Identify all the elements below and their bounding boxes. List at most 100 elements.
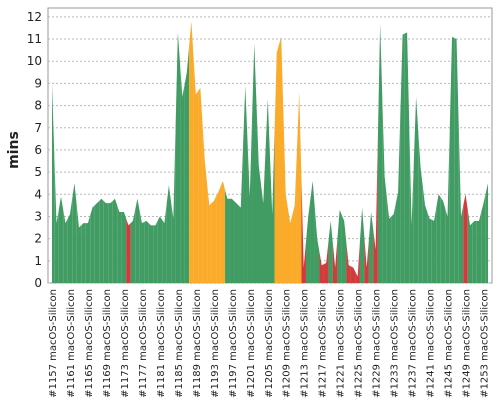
area-segment [52,83,55,283]
area-segment [207,183,212,283]
area-segment [458,127,464,284]
area-segment [72,183,77,283]
x-tick-label: #1165 macOS-Silicon [84,289,95,398]
area-segment [409,128,414,283]
x-tick-label: #1245 macOS-Silicon [444,289,455,398]
area-segment [252,43,257,283]
area-segment [296,92,302,283]
area-segment [130,209,136,283]
y-tick-label: 8 [34,99,42,113]
area-segment [346,243,351,283]
x-tick-label: #1205 macOS-Silicon [264,289,275,398]
area-segment [314,209,320,283]
x-tick-label: #1189 macOS-Silicon [192,289,203,398]
area-segment [180,64,185,283]
area-segment [175,32,181,284]
area-segment [225,189,230,283]
area-segment [386,197,392,283]
y-tick-label: 2 [34,232,42,246]
y-tick-label: 11 [27,32,42,46]
area-segment [440,197,446,283]
area-segment [449,36,455,284]
area-segment [220,180,226,283]
x-tick-label: #1169 macOS-Silicon [102,289,113,398]
y-tick-label: 1 [34,254,42,268]
area-segment [270,133,275,283]
area-segment [400,33,405,284]
area-segment [427,212,432,283]
area-segment [90,205,95,283]
area-segment [355,241,360,283]
area-segment [359,207,365,283]
area-segment [485,183,488,283]
area-segment [108,200,113,283]
area-segment [202,124,208,283]
area-segment [229,198,235,283]
area-segment [76,205,82,283]
x-tick-label: #1177 macOS-Silicon [138,289,149,398]
area-segment [144,220,149,283]
area-segment [126,218,131,283]
y-tick-label: 12 [27,10,42,24]
area-segment [332,238,338,283]
area-segment [341,215,347,283]
area-segment [171,125,176,284]
x-tick-label: #1217 macOS-Silicon [318,289,329,398]
area-segment [139,210,145,283]
area-segment [319,251,324,283]
area-segment [467,209,473,283]
x-tick-label: #1253 macOS-Silicon [480,289,491,398]
x-tick-label: #1249 macOS-Silicon [462,289,473,398]
area-segment [476,212,482,283]
area-segment [301,179,306,283]
area-segment [157,216,163,283]
area-segment [310,180,315,283]
y-tick-label: 3 [34,209,42,223]
x-tick-label: #1225 macOS-Silicon [354,289,365,398]
x-tick-label: #1157 macOS-Silicon [48,289,59,398]
area-segment [364,237,369,283]
area-segment [278,36,284,284]
area-segment [404,32,410,284]
area-segment [153,220,158,283]
area-segment [395,113,401,283]
y-axis-label: mins [6,131,22,169]
area-segment [243,85,248,283]
area-segment [292,148,297,283]
area-segment [103,200,109,283]
area-segment [135,198,140,283]
area-segment [99,198,104,283]
area-segment [431,207,437,283]
area-segment [472,220,477,283]
area-segment [94,200,100,283]
area-segment [148,223,154,283]
area-segment [121,212,127,283]
area-segment [193,57,199,283]
y-tick-label: 4 [34,187,42,201]
area-segment [287,208,293,283]
x-tick-label: #1213 macOS-Silicon [300,289,311,398]
x-tick-label: #1221 macOS-Silicon [336,289,347,398]
area-segment [283,115,288,283]
area-segment [184,46,190,283]
x-tick-label: #1181 macOS-Silicon [156,289,167,398]
area-segment [54,153,59,283]
area-segment [166,185,172,283]
area-segment [58,196,64,283]
area-segment [337,209,342,283]
area-segment [323,241,329,283]
y-tick-label: 7 [34,121,42,135]
area-segment [328,220,333,283]
area-segment [112,198,118,283]
x-tick-label: #1241 macOS-Silicon [426,289,437,398]
y-tick-label: 10 [27,54,42,68]
area-segment [117,205,122,283]
area-segment [391,203,396,283]
area-segment [413,96,419,283]
x-tick-label: #1229 macOS-Silicon [372,289,383,398]
x-tick-label: #1201 macOS-Silicon [246,289,257,398]
area-segment [445,126,450,283]
area-segment [63,209,68,283]
area-segment [211,196,217,283]
area-segment [189,21,194,283]
